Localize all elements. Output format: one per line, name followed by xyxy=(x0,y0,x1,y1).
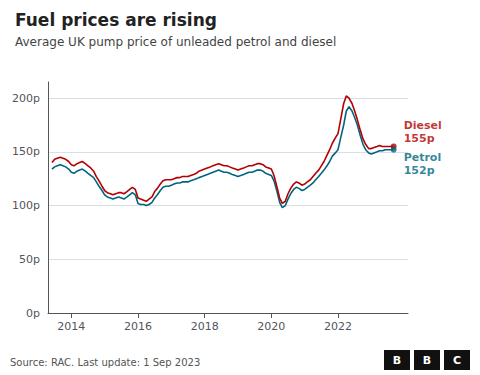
svg-text:Average UK pump price of unlea: Average UK pump price of unleaded petrol… xyxy=(15,35,336,49)
svg-text:0p: 0p xyxy=(26,307,40,320)
svg-text:2018: 2018 xyxy=(191,320,219,333)
svg-text:100p: 100p xyxy=(12,199,40,212)
svg-text:Diesel: Diesel xyxy=(404,119,442,132)
svg-text:Fuel prices are rising: Fuel prices are rising xyxy=(15,10,217,30)
svg-text:2016: 2016 xyxy=(124,320,152,333)
svg-text:150p: 150p xyxy=(12,145,40,158)
svg-text:2020: 2020 xyxy=(257,320,285,333)
svg-text:2022: 2022 xyxy=(324,320,352,333)
svg-text:152p: 152p xyxy=(404,164,435,177)
svg-text:50p: 50p xyxy=(19,253,40,266)
svg-text:Petrol: Petrol xyxy=(404,151,442,164)
svg-text:B: B xyxy=(393,354,401,367)
svg-text:2014: 2014 xyxy=(57,320,85,333)
svg-text:Source: RAC. Last update: 1 Se: Source: RAC. Last update: 1 Sep 2023 xyxy=(10,357,200,368)
svg-text:C: C xyxy=(453,354,461,367)
svg-text:200p: 200p xyxy=(12,92,40,105)
svg-text:B: B xyxy=(423,354,431,367)
svg-text:155p: 155p xyxy=(404,132,435,145)
